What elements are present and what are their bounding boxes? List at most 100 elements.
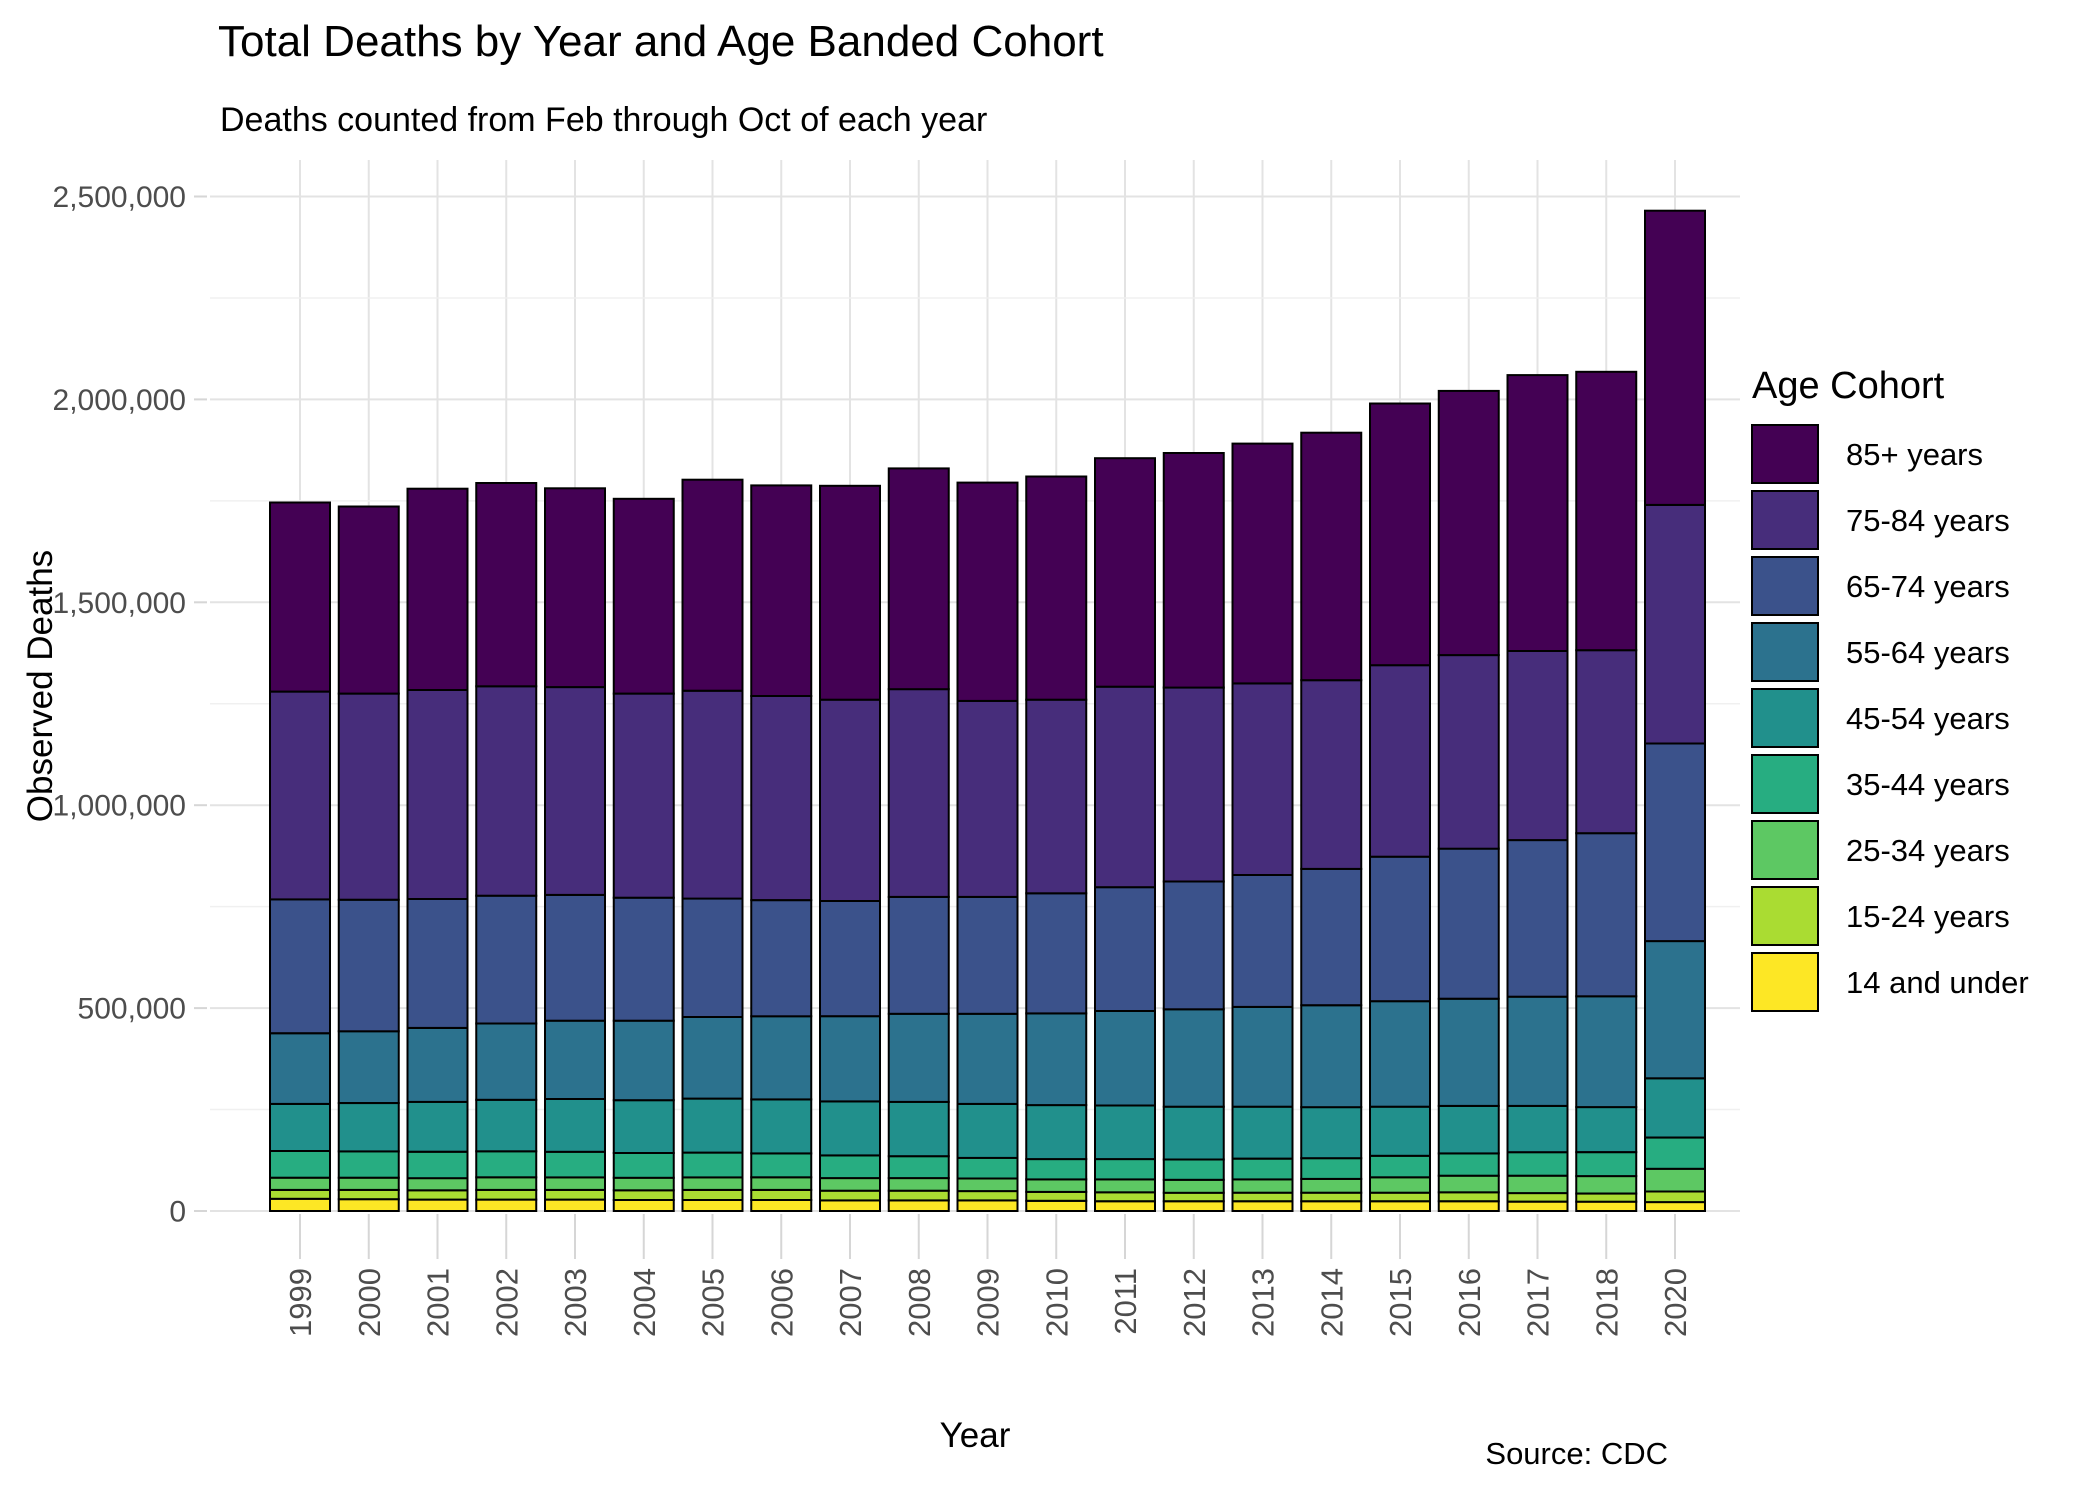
bar-segment xyxy=(1644,209,1706,506)
bar-segment xyxy=(1644,1167,1706,1193)
bar-segment xyxy=(1300,1004,1363,1109)
bar-segment xyxy=(269,1176,331,1191)
legend: 85+ years 75-84 years 65-74 years 55-64 yea… xyxy=(1751,424,2029,1012)
bar-2011 xyxy=(1094,457,1156,1213)
bar-segment xyxy=(750,1199,813,1212)
legend-label: 14 and under xyxy=(1846,965,2029,1000)
bar-segment xyxy=(819,484,881,701)
bar-2016 xyxy=(1437,389,1500,1213)
x-tick-label: 2020 xyxy=(1658,1268,1693,1337)
bar-segment xyxy=(612,896,675,1022)
bar-segment xyxy=(1162,1008,1225,1108)
x-tick-label: 2005 xyxy=(696,1268,731,1337)
bar-segment xyxy=(1369,1154,1431,1179)
y-tick-label: 2,500,000 xyxy=(53,181,186,214)
bar-segment xyxy=(1300,1200,1363,1213)
bar-segment xyxy=(269,690,331,901)
bar-segment xyxy=(269,1188,331,1200)
bar-segment xyxy=(406,487,469,692)
y-tick-label: 500,000 xyxy=(78,993,186,1026)
bar-segment xyxy=(1300,1106,1363,1160)
bar-segment xyxy=(1369,1191,1431,1203)
legend-label: 55-64 years xyxy=(1846,635,2010,670)
x-tick-label: 1999 xyxy=(283,1268,318,1337)
bar-segment xyxy=(612,692,675,899)
bar-segment xyxy=(681,1151,744,1179)
legend-item: 45-54 years xyxy=(1751,688,2010,748)
bar-segment xyxy=(1575,832,1638,998)
bar-segment xyxy=(1300,1191,1363,1203)
bar-segment xyxy=(544,1150,606,1179)
bar-segment xyxy=(819,1189,881,1202)
bar-segment xyxy=(1231,442,1294,685)
bar-segment xyxy=(1025,1158,1088,1181)
bar-segment xyxy=(681,1199,744,1212)
bar-segment xyxy=(681,1097,744,1154)
bar-segment xyxy=(475,1022,538,1101)
bar-segment xyxy=(1506,1192,1569,1203)
legend-item: 14 and under xyxy=(1751,952,2029,1012)
bar-segment xyxy=(337,1198,400,1212)
bar-segment xyxy=(475,1188,538,1201)
legend-swatch xyxy=(1751,952,1819,1012)
bar-segment xyxy=(269,1149,331,1179)
bar-2018 xyxy=(1575,370,1638,1212)
bar-segment xyxy=(1231,1178,1294,1194)
bar-segment xyxy=(1644,503,1706,745)
bar-segment xyxy=(1437,1174,1500,1194)
bar-segment xyxy=(612,1199,675,1212)
x-tick-label: 2014 xyxy=(1314,1268,1349,1337)
bar-series xyxy=(269,209,1706,1213)
bar-segment xyxy=(406,1177,469,1192)
bar-2013 xyxy=(1231,442,1294,1213)
bar-segment xyxy=(1369,1176,1431,1194)
bar-segment xyxy=(1575,1200,1638,1212)
bar-segment xyxy=(1369,1200,1431,1213)
x-tick-label: 2011 xyxy=(1108,1268,1143,1335)
bar-segment xyxy=(681,689,744,900)
bar-segment xyxy=(1506,374,1569,652)
bar-segment xyxy=(544,893,606,1022)
bar-segment xyxy=(1575,1175,1638,1195)
bar-segment xyxy=(1231,1105,1294,1160)
bar-segment xyxy=(681,897,744,1018)
bar-segment xyxy=(1575,1106,1638,1154)
bar-segment xyxy=(269,501,331,693)
chart-subtitle: Deaths counted from Feb through Oct of e… xyxy=(220,101,987,139)
bar-segment xyxy=(1575,649,1638,835)
bar-segment xyxy=(1644,1077,1706,1139)
bar-segment xyxy=(1506,1174,1569,1195)
bar-segment xyxy=(475,1198,538,1212)
bar-segment xyxy=(475,482,538,688)
bar-segment xyxy=(337,1150,400,1179)
bar-segment xyxy=(1369,1105,1431,1157)
bar-segment xyxy=(1025,475,1088,701)
bar-2000 xyxy=(337,505,400,1212)
bar-segment xyxy=(750,899,813,1018)
x-tick-label: 2002 xyxy=(489,1268,524,1337)
bar-segment xyxy=(544,1198,606,1212)
bar-segment xyxy=(1094,685,1156,889)
bar-segment xyxy=(1162,1200,1225,1213)
bar-segment xyxy=(956,699,1019,898)
x-tick-label: 2017 xyxy=(1521,1268,1556,1337)
bar-segment xyxy=(406,689,469,900)
bar-segment xyxy=(1231,1200,1294,1213)
bar-2014 xyxy=(1300,431,1363,1213)
legend-label: 45-54 years xyxy=(1846,701,2010,736)
bar-segment xyxy=(1575,995,1638,1109)
bar-segment xyxy=(612,1152,675,1179)
bar-segment xyxy=(1025,698,1088,895)
bar-segment xyxy=(1506,995,1569,1107)
bar-segment xyxy=(1162,686,1225,883)
bar-segment xyxy=(887,1012,950,1103)
bar-segment xyxy=(887,1189,950,1202)
legend-item: 15-24 years xyxy=(1751,886,2010,946)
bar-segment xyxy=(819,1100,881,1157)
x-tick-label: 2008 xyxy=(902,1268,937,1337)
bar-segment xyxy=(475,685,538,897)
bar-segment xyxy=(1094,1200,1156,1213)
bar-segment xyxy=(819,900,881,1018)
x-tick-label: 2013 xyxy=(1246,1268,1281,1337)
